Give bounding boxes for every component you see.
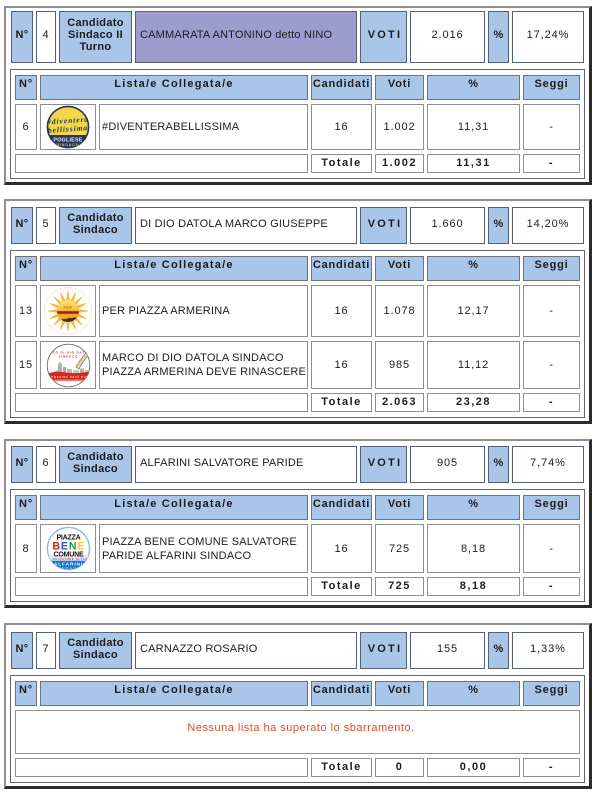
svg-text:PIAZZA: PIAZZA xyxy=(56,534,80,541)
svg-text:PER: PER xyxy=(64,306,73,310)
svg-text:E: E xyxy=(60,541,68,553)
svg-text:MARCO DI DIO DATOLA: MARCO DI DIO DATOLA xyxy=(46,350,91,354)
svg-text:ALFARINI: ALFARINI xyxy=(53,562,82,568)
svg-text:CON SALVATORE ALFARINI: CON SALVATORE ALFARINI xyxy=(46,558,91,561)
svg-text:E: E xyxy=(77,541,85,553)
svg-text:SINDACO: SINDACO xyxy=(56,566,81,571)
svg-text:SINDACO: SINDACO xyxy=(58,354,78,358)
svg-text:POGLIESE: POGLIESE xyxy=(53,138,82,144)
svg-text:#diventerà: #diventerà xyxy=(46,115,89,127)
svg-text:N: N xyxy=(68,541,77,553)
svg-text:PIAZZA ARMERINA DEVE RINASCERE: PIAZZA ARMERINA DEVE RINASCERE xyxy=(46,375,91,378)
svg-text:SINDACO: SINDACO xyxy=(57,143,80,147)
svg-text:B: B xyxy=(52,541,61,553)
svg-text:COMUNE: COMUNE xyxy=(53,552,83,559)
svg-text:bellissima: bellissima xyxy=(48,123,89,135)
